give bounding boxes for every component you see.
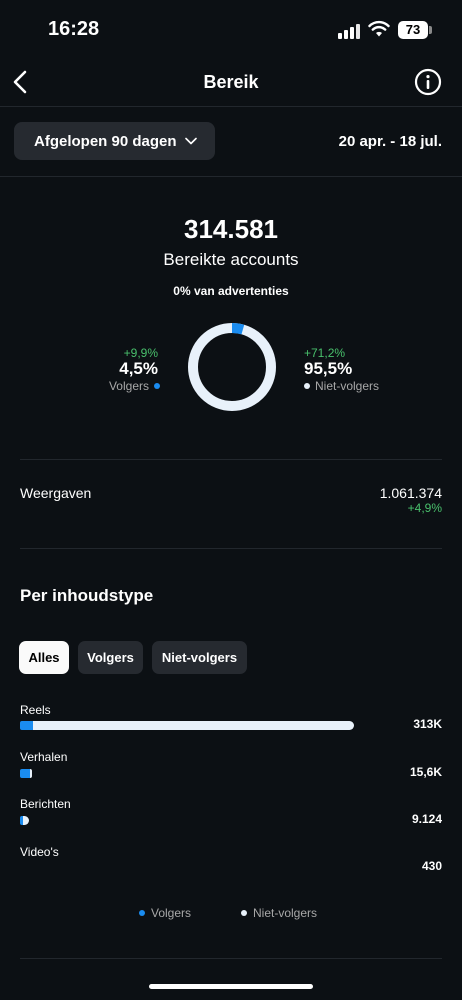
donut-followers-arc [188, 323, 276, 411]
non-followers-label: Niet-volgers [315, 379, 380, 393]
non-followers-legend: Niet-volgers [304, 379, 379, 393]
content-row-label: Berichten [20, 797, 71, 811]
legend-non-followers-dot [241, 910, 247, 916]
status-time: 16:28 [48, 18, 100, 40]
accounts-reached-label: Bereikte accounts [163, 250, 299, 269]
content-row-value: 430 [421, 859, 442, 873]
content-bar [20, 721, 354, 730]
content-bar [20, 769, 32, 778]
donut-non-followers-arc [188, 323, 276, 411]
legend-non-followers: Niet-volgers [241, 906, 317, 920]
views-value: 1.061.374 [379, 485, 442, 501]
content-bar [20, 816, 29, 825]
cellular-signal-icon [338, 23, 362, 39]
filter-chip-followers[interactable]: Volgers [78, 641, 143, 674]
date-range-label: Afgelopen 90 dagen [34, 132, 177, 150]
followers-donut-chart [188, 323, 276, 411]
content-bar-followers [20, 721, 33, 730]
legend-followers-label: Volgers [151, 906, 192, 920]
battery-icon: 73 [398, 21, 428, 39]
date-range-text: 20 apr. - 18 jul. [338, 133, 442, 150]
range-divider [0, 176, 462, 177]
battery-tip [429, 26, 432, 34]
page-title: Bereik [203, 72, 259, 92]
views-label: Weergaven [20, 485, 92, 501]
content-row-label: Video's [20, 845, 59, 859]
ads-percentage-label: 0% van advertenties [173, 284, 289, 298]
content-bar-followers [20, 769, 30, 778]
date-range-dropdown[interactable]: Afgelopen 90 dagen [14, 122, 215, 160]
views-change: +4,9% [407, 501, 442, 515]
followers-change: +9,9% [123, 346, 158, 360]
info-icon[interactable] [414, 68, 442, 96]
content-bar-followers [20, 816, 23, 825]
followers-legend: Volgers [109, 379, 160, 393]
legend-followers-dot [139, 910, 145, 916]
legend-followers: Volgers [139, 906, 191, 920]
chevron-down-icon [184, 137, 197, 145]
non-followers-dot [304, 383, 310, 389]
followers-dot [154, 383, 160, 389]
back-arrow-icon[interactable] [8, 66, 36, 98]
filter-chip-non-followers[interactable]: Niet-volgers [152, 641, 247, 674]
views-divider [20, 548, 442, 549]
accounts-reached-value: 314.581 [184, 214, 278, 244]
bottom-divider [20, 958, 442, 959]
summary-divider [20, 459, 442, 460]
content-row-value: 313K [413, 717, 442, 731]
followers-percent: 4,5% [119, 359, 158, 378]
legend-non-followers-label: Niet-volgers [253, 906, 318, 920]
header-divider [0, 106, 462, 107]
content-bar-non-followers [30, 769, 32, 778]
content-row-label: Reels [20, 703, 51, 717]
home-indicator [149, 984, 313, 989]
content-type-title: Per inhoudstype [20, 586, 154, 605]
content-bar-non-followers [33, 721, 354, 730]
followers-label: Volgers [108, 379, 149, 393]
filter-chip-all[interactable]: Alles [19, 641, 69, 674]
non-followers-change: +71,2% [304, 346, 346, 360]
content-bar-non-followers [23, 816, 29, 825]
non-followers-percent: 95,5% [304, 359, 353, 378]
wifi-icon [368, 20, 390, 37]
content-row-value: 15,6K [409, 765, 442, 779]
content-row-value: 9.124 [411, 812, 442, 826]
content-row-label: Verhalen [20, 750, 68, 764]
